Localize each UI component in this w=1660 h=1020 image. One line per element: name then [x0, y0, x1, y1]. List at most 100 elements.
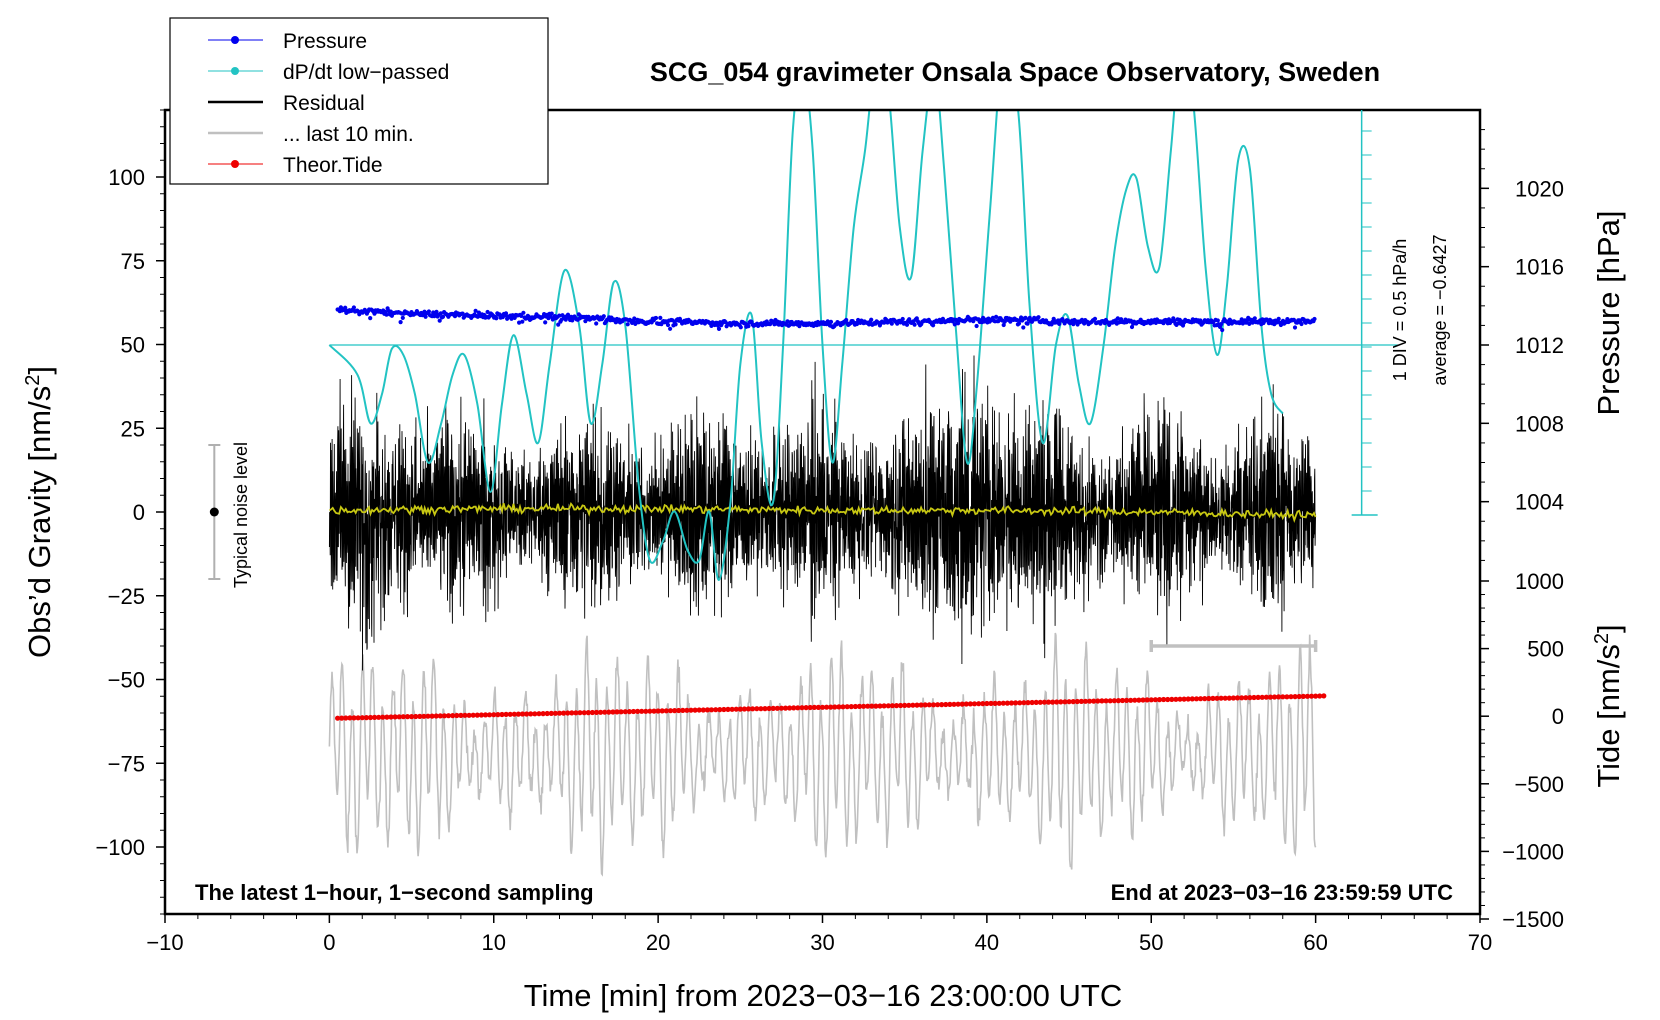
div-label: 1 DIV = 0.5 hPa/h — [1390, 239, 1410, 382]
y-axis-label-left-main: Obs’d Gravity [nm/s — [22, 386, 57, 658]
tide-tick-label: 0 — [1552, 704, 1564, 729]
pressure-point — [1014, 317, 1019, 323]
pressure-point — [658, 315, 663, 320]
pressure-point — [398, 320, 403, 325]
pressure-tick-label: 1020 — [1515, 176, 1564, 201]
x-tick-label: 50 — [1139, 930, 1163, 955]
pressure-point — [1115, 316, 1120, 321]
pressure-point — [1036, 315, 1041, 320]
pressure-point — [844, 317, 849, 323]
pressure-point — [503, 311, 509, 316]
pressure-series — [335, 305, 1317, 333]
pressure-point — [1021, 325, 1026, 330]
pressure-point — [556, 322, 561, 327]
y-tick-label: −25 — [108, 584, 145, 609]
pressure-point — [509, 316, 514, 321]
pressure-point — [904, 322, 910, 327]
pressure-point — [473, 308, 478, 313]
pressure-point — [1057, 321, 1062, 326]
pressure-point — [900, 316, 905, 322]
pressure-point — [520, 319, 525, 324]
pressure-point — [1092, 316, 1098, 321]
pressure-point — [440, 314, 446, 319]
pressure-tick-label: 1012 — [1515, 333, 1564, 358]
y-axis-label-tide-main: Tide [nm/s — [1591, 644, 1626, 788]
pressure-point — [400, 315, 405, 320]
pressure-point — [716, 326, 722, 331]
pressure-point — [632, 316, 637, 321]
x-tick-label: 10 — [482, 930, 506, 955]
pressure-point — [931, 323, 936, 328]
tide-line — [337, 694, 1324, 720]
x-tick-label: 70 — [1468, 930, 1492, 955]
pressure-point — [1002, 319, 1007, 324]
chart-title: SCG_054 gravimeter Onsala Space Observat… — [650, 57, 1380, 87]
y-axis-label-tide-end: ] — [1591, 624, 1626, 633]
pressure-point — [570, 318, 575, 323]
x-tick-label: −10 — [146, 930, 183, 955]
x-tick-label: 40 — [975, 930, 999, 955]
y-tick-label: −75 — [108, 751, 145, 776]
pressure-point — [494, 316, 499, 321]
legend-tide-marker — [231, 160, 239, 168]
pressure-point — [869, 317, 874, 322]
pressure-point — [1239, 317, 1244, 322]
pressure-point — [1129, 324, 1135, 330]
pressure-point — [653, 315, 659, 321]
y-axis-label-tide: Tide [nm/s2] — [1591, 624, 1626, 787]
x-axis-label: Time [min] from 2023−03−16 23:00:00 UTC — [524, 978, 1123, 1013]
pressure-point — [912, 322, 917, 327]
pressure-point — [543, 320, 548, 325]
pressure-point — [715, 323, 721, 328]
tide-series — [335, 693, 1327, 721]
y-tick-label: 0 — [133, 500, 145, 525]
pressure-point — [1292, 325, 1298, 330]
pressure-point — [668, 326, 673, 331]
pressure-point — [594, 321, 599, 326]
pressure-point — [828, 319, 834, 324]
pressure-point — [1016, 321, 1022, 326]
y-axis-label-pressure: Pressure [hPa] — [1591, 210, 1626, 415]
pressure-point — [519, 313, 524, 318]
x-tick-label: 0 — [323, 930, 335, 955]
legend-dpdt-label: dP/dt low−passed — [283, 61, 449, 84]
dpdt-line — [328, 110, 1284, 582]
pressure-tick-label: 1008 — [1515, 411, 1564, 436]
pressure-point — [738, 325, 743, 330]
y-tick-label: 75 — [121, 249, 145, 274]
last10-line — [328, 632, 1317, 877]
pressure-point — [1312, 316, 1317, 322]
y-axis-label-left-sup: 2 — [22, 375, 44, 386]
pressure-point — [563, 317, 568, 322]
legend: Pressure dP/dt low−passed Residual ... l… — [169, 17, 549, 185]
pressure-point — [889, 321, 894, 326]
y-tick-label: 50 — [121, 333, 145, 358]
pressure-point — [952, 322, 957, 327]
pressure-point — [1276, 316, 1281, 321]
pressure-point — [974, 323, 979, 329]
pressure-point — [673, 322, 678, 327]
legend-pressure-marker — [231, 36, 239, 44]
pressure-point — [601, 314, 606, 319]
smoothed-residual-line — [328, 501, 1317, 523]
data-layer — [328, 110, 1398, 877]
pressure-point — [557, 313, 562, 318]
tide-tick-label: −500 — [1514, 772, 1564, 797]
pressure-tick-label: 1004 — [1515, 490, 1564, 515]
pressure-point — [384, 312, 389, 317]
pressure-point — [981, 315, 986, 320]
pressure-point — [785, 319, 790, 324]
pressure-point — [434, 309, 439, 314]
pressure-point — [1001, 322, 1006, 328]
legend-residual-label: Residual — [283, 92, 365, 115]
pressure-point — [1220, 327, 1225, 333]
x-tick-label: 30 — [810, 930, 834, 955]
pressure-point — [994, 314, 999, 319]
pressure-point — [437, 318, 442, 323]
annotation-end-time: End at 2023−03−16 23:59:59 UTC — [1111, 880, 1454, 905]
pressure-point — [1128, 318, 1133, 323]
pressure-point — [746, 324, 751, 329]
tide-tick-label: −1500 — [1502, 907, 1564, 932]
y-tick-label: 100 — [108, 165, 145, 190]
legend-last10-label: ... last 10 min. — [283, 123, 414, 146]
